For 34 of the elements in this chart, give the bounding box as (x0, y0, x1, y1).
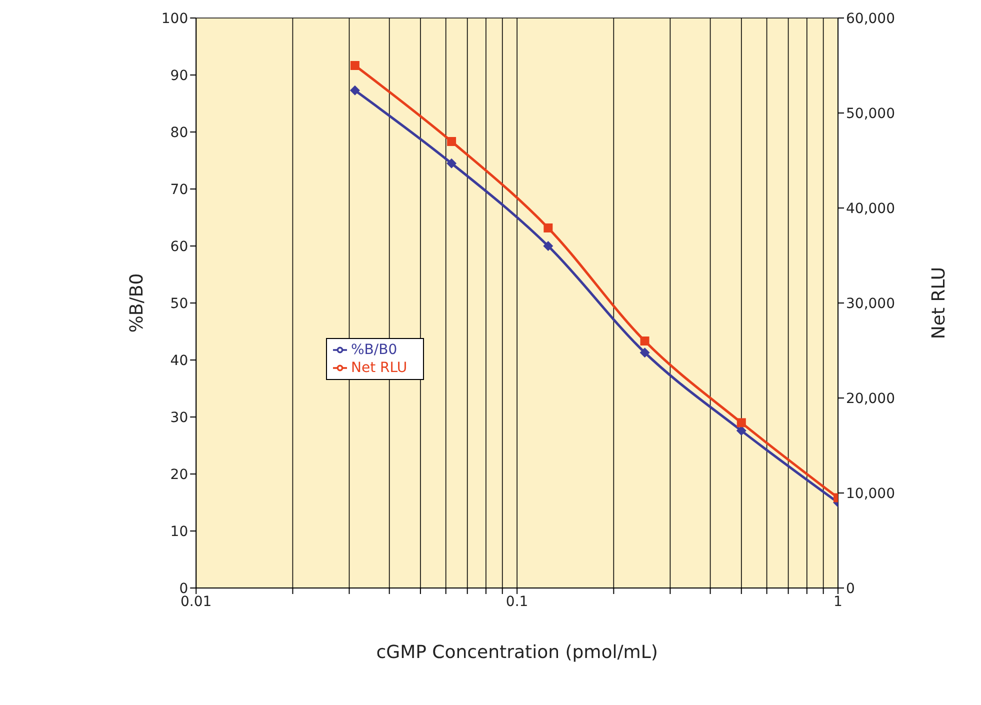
point (736, 418, 746, 428)
y-tick-label: 40 (170, 352, 188, 369)
y-tick-label: 10 (170, 524, 188, 540)
point (350, 61, 360, 70)
y2-tick-label: 0 (846, 580, 855, 597)
y2-tick-label: 40,000 (846, 200, 895, 217)
point (350, 85, 360, 96)
y-tick-label: 70 (170, 182, 188, 198)
x-tick-label: 1 (834, 594, 842, 610)
x-tick-label: 0.1 (506, 594, 528, 610)
point (544, 223, 553, 232)
y2-tick-label: 10,000 (846, 486, 895, 502)
y2-tick-label: 60,000 (846, 10, 895, 27)
point (640, 336, 650, 346)
point (640, 348, 650, 358)
y-tick-label: 30 (170, 410, 188, 426)
point (543, 241, 554, 251)
point (736, 426, 746, 436)
y-tick-label: 100 (161, 10, 188, 27)
legend-label: %B/B0 (351, 342, 398, 358)
y2-tick-label: 20,000 (846, 390, 895, 407)
x-axis-title: cGMP Concentration (pmol/mL) (376, 642, 658, 663)
y2-tick-label: 50,000 (846, 106, 895, 122)
legend-label: Net RLU (351, 360, 408, 376)
y2-axis-title: Net RLU (928, 266, 950, 340)
y-tick-label: 80 (170, 124, 188, 141)
y-axis-title: %B/B0 (126, 273, 148, 333)
y2-tick-label: 30,000 (846, 296, 895, 312)
y-tick-label: 90 (170, 68, 188, 84)
point (446, 158, 457, 168)
y-tick-label: 50 (170, 296, 188, 312)
y-tick-label: 60 (170, 238, 188, 255)
y-tick-label: 20 (170, 466, 188, 483)
point (447, 137, 456, 146)
